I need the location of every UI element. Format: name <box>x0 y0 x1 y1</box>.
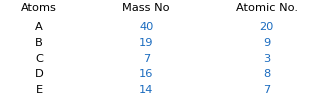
Text: C: C <box>35 54 43 64</box>
Text: A: A <box>35 22 43 32</box>
Text: Atomic No.: Atomic No. <box>236 3 297 13</box>
Text: B: B <box>35 38 43 48</box>
Text: D: D <box>35 69 43 79</box>
Text: Atoms: Atoms <box>21 3 57 13</box>
Text: 40: 40 <box>139 22 153 32</box>
Text: Mass No: Mass No <box>123 3 170 13</box>
Text: 3: 3 <box>263 54 270 64</box>
Text: 8: 8 <box>263 69 270 79</box>
Text: 7: 7 <box>263 85 270 95</box>
Text: 9: 9 <box>263 38 270 48</box>
Text: 20: 20 <box>259 22 274 32</box>
Text: E: E <box>35 85 43 95</box>
Text: 19: 19 <box>139 38 153 48</box>
Text: 14: 14 <box>139 85 153 95</box>
Text: 7: 7 <box>143 54 150 64</box>
Text: 16: 16 <box>139 69 153 79</box>
